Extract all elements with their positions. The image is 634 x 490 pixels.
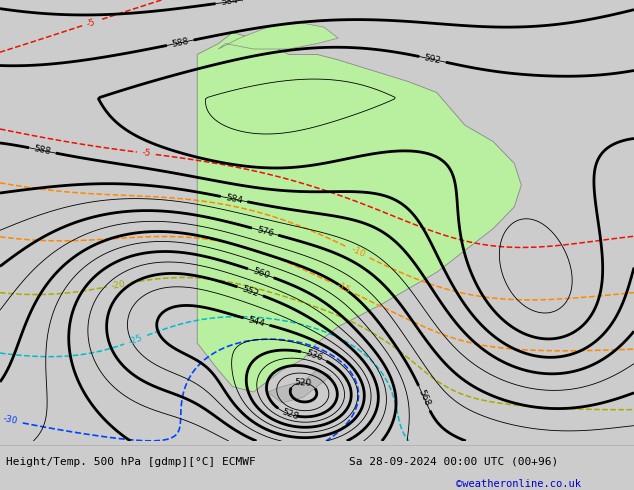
- Text: -20: -20: [111, 279, 127, 291]
- Text: -15: -15: [335, 281, 352, 295]
- Text: 592: 592: [424, 53, 442, 66]
- Text: 560: 560: [251, 266, 271, 280]
- Text: -5: -5: [86, 17, 97, 28]
- Text: 584: 584: [220, 0, 238, 7]
- Text: 520: 520: [294, 378, 312, 388]
- Text: 584: 584: [224, 193, 243, 205]
- Text: -30: -30: [3, 415, 19, 426]
- Text: Height/Temp. 500 hPa [gdmp][°C] ECMWF: Height/Temp. 500 hPa [gdmp][°C] ECMWF: [6, 457, 256, 466]
- Text: 528: 528: [281, 407, 300, 421]
- Text: -5: -5: [141, 148, 152, 158]
- Text: 536: 536: [304, 348, 324, 363]
- Text: Sa 28-09-2024 00:00 UTC (00+96): Sa 28-09-2024 00:00 UTC (00+96): [349, 457, 558, 466]
- Polygon shape: [268, 370, 331, 403]
- Text: 588: 588: [171, 37, 190, 49]
- Text: 588: 588: [33, 145, 52, 156]
- Text: -10: -10: [350, 245, 367, 260]
- Text: ©weatheronline.co.uk: ©weatheronline.co.uk: [456, 479, 581, 489]
- Text: -25: -25: [127, 333, 144, 346]
- Text: 552: 552: [241, 284, 260, 298]
- Text: 568: 568: [417, 389, 432, 408]
- Text: 576: 576: [256, 225, 275, 238]
- Polygon shape: [197, 33, 521, 392]
- Polygon shape: [218, 22, 338, 49]
- Text: 544: 544: [247, 315, 266, 328]
